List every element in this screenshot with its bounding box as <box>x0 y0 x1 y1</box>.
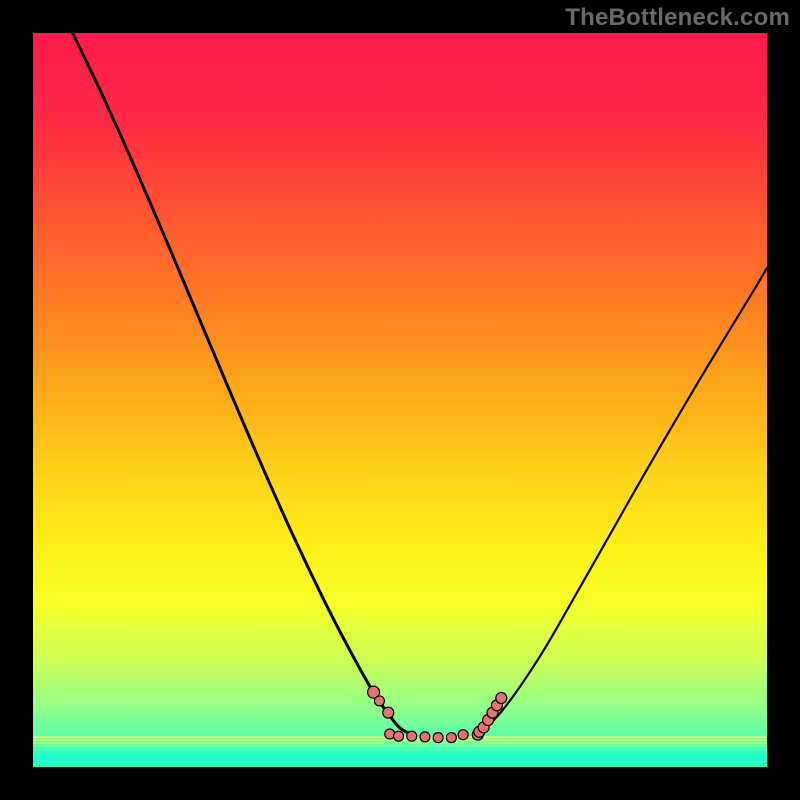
watermark-text: TheBottleneck.com <box>565 4 790 32</box>
valley-marker-dot <box>446 733 456 743</box>
valley-marker-dot <box>383 707 394 718</box>
valley-marker-dot <box>433 733 443 743</box>
valley-marker-dot <box>496 693 507 704</box>
valley-marker-dot <box>420 732 430 742</box>
chart-frame: TheBottleneck.com <box>0 0 800 800</box>
heat-gradient-backdrop <box>33 33 767 767</box>
valley-marker-dot <box>394 731 404 741</box>
bottleneck-curve-chart <box>0 0 800 800</box>
plot-area <box>33 33 767 767</box>
valley-marker-dot <box>458 730 468 740</box>
valley-marker-dot <box>407 731 417 741</box>
valley-marker-dot <box>374 696 384 706</box>
